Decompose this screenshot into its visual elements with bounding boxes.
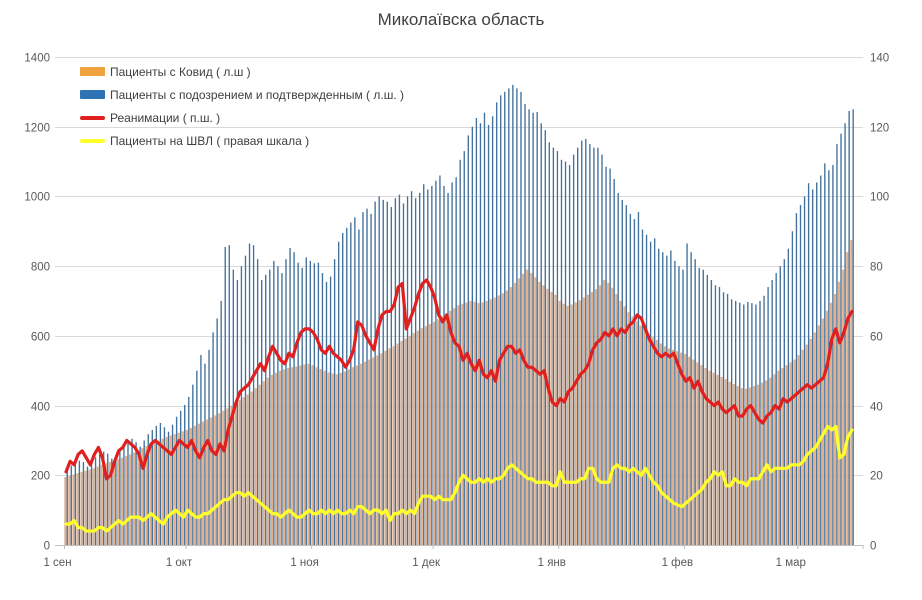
legend-label: Реанимации ( п.ш. ) — [110, 110, 221, 125]
icu-line-swatch-icon — [80, 115, 105, 120]
x-axis-tick-label: 1 окт — [166, 557, 193, 569]
left-axis-tick-label: 800 — [31, 262, 50, 274]
chart-legend: Пациенты с Ковид ( л.ш ) Пациенты с подо… — [80, 60, 404, 152]
x-axis-tick-label: 1 фев — [662, 557, 694, 569]
x-axis-tick-label: 1 мар — [776, 557, 806, 569]
left-axis-tick-label: 0 — [44, 541, 50, 553]
legend-item-covid-patients: Пациенты с Ковид ( л.ш ) — [80, 60, 404, 83]
right-axis-tick-label: 40 — [870, 402, 883, 414]
legend-label: Пациенты на ШВЛ ( правая шкала ) — [110, 133, 310, 148]
legend-label: Пациенты с подозрением и подтвержденным … — [110, 87, 405, 102]
right-axis-tick-label: 140 — [870, 53, 889, 65]
x-axis-tick-label: 1 дек — [412, 557, 441, 569]
right-axis-tick-label: 60 — [870, 332, 883, 344]
x-axis: 1 сен 1 окт 1 ноя 1 дек 1 янв 1 фев 1 мар — [43, 545, 864, 569]
left-axis-tick-label: 1400 — [24, 53, 50, 65]
bars-covid-patients — [64, 240, 853, 545]
suspected-confirmed-swatch-icon — [80, 90, 105, 99]
left-axis-tick-label: 400 — [31, 402, 50, 414]
left-axis-tick-label: 600 — [31, 332, 50, 344]
legend-label: Пациенты с Ковид ( л.ш ) — [110, 64, 251, 79]
left-axis-tick-label: 200 — [31, 471, 50, 483]
right-axis-tick-label: 20 — [870, 471, 883, 483]
x-axis-tick-label: 1 сен — [43, 557, 71, 569]
axis-labels: 0 0 200 20 400 40 600 60 800 80 1000 100 1200 120 1400… — [24, 53, 889, 553]
ventilator-line — [64, 424, 854, 533]
legend-item-suspected-confirmed: Пациенты с подозрением и подтвержденным … — [80, 83, 404, 106]
right-axis-tick-label: 0 — [870, 541, 876, 553]
x-axis-tick-label: 1 ноя — [290, 557, 319, 569]
chart-title: Миколаївска область — [377, 10, 545, 29]
bars-suspected-confirmed — [66, 84, 854, 546]
icu-line — [64, 278, 854, 481]
left-axis-tick-label: 1000 — [24, 192, 50, 204]
covid-patients-swatch-icon — [80, 67, 105, 76]
legend-item-icu: Реанимации ( п.ш. ) — [80, 106, 404, 129]
x-axis-tick-label: 1 янв — [538, 557, 566, 569]
right-axis-tick-label: 100 — [870, 192, 889, 204]
right-axis-tick-label: 120 — [870, 123, 889, 135]
ventilator-line-swatch-icon — [80, 138, 105, 143]
legend-item-ventilator: Пациенты на ШВЛ ( правая шкала ) — [80, 129, 404, 152]
right-axis-tick-label: 80 — [870, 262, 883, 274]
left-axis-tick-label: 1200 — [24, 123, 50, 135]
